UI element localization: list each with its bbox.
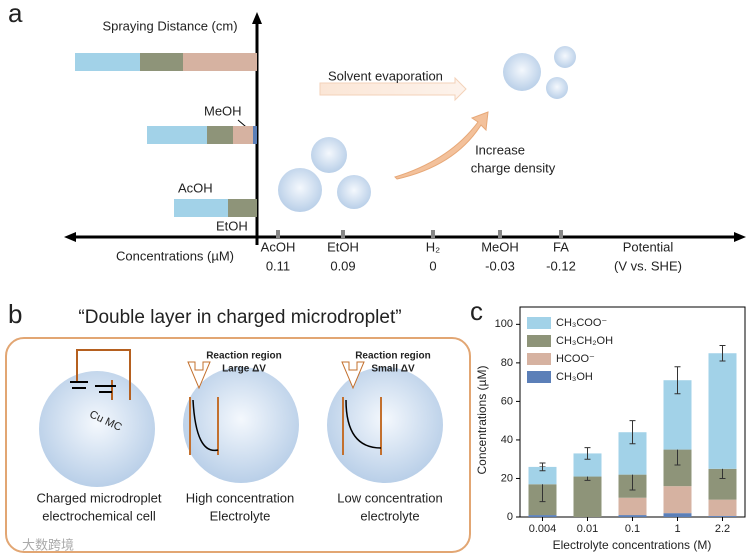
- arrow-head: [252, 12, 262, 24]
- bar-segment: [618, 515, 647, 517]
- increase-arrow: [394, 111, 489, 180]
- legend-swatch: [527, 317, 551, 329]
- bar-segment: [183, 53, 257, 71]
- error-bar: [629, 420, 636, 445]
- y-tick-label: 0: [507, 511, 513, 523]
- x-tick-label: 0: [429, 258, 436, 273]
- y-tick-label: 60: [501, 395, 513, 407]
- annotation: charge density: [471, 160, 556, 175]
- bar-segment: [253, 126, 257, 144]
- bar-segment: [174, 199, 228, 217]
- y-tick-label: 100: [495, 318, 513, 330]
- bar-segment: [528, 515, 557, 517]
- legend-swatch: [527, 335, 551, 347]
- legend-swatch: [527, 371, 551, 383]
- error-bar: [539, 462, 546, 472]
- axis-tick: [559, 230, 563, 238]
- bar-segment: [573, 476, 602, 517]
- bar-segment: [528, 466, 557, 485]
- error-bar: [719, 345, 726, 362]
- panel-title: “Double layer in charged microdroplet”: [78, 307, 401, 328]
- x-tick-label: H₂: [426, 239, 440, 254]
- bar-segment: [618, 497, 647, 516]
- x-tick-label: 0.01: [577, 523, 598, 535]
- label: Reaction region: [206, 351, 282, 362]
- axis-tick: [498, 230, 502, 238]
- droplets: [278, 46, 576, 212]
- caption: electrolyte: [360, 508, 419, 523]
- axis-title: Concentrations (µM): [475, 366, 489, 475]
- axis-tick: [276, 230, 280, 238]
- x-tick-label: -0.12: [546, 258, 576, 273]
- x-tick-label: -0.03: [485, 258, 515, 273]
- y-tick-label: 40: [501, 434, 513, 446]
- bar-segment: [663, 486, 692, 514]
- legend-label: CH₃OH: [556, 371, 593, 383]
- axis-tick: [341, 230, 345, 238]
- x-tick-label: EtOH: [327, 239, 359, 254]
- caption: Electrolyte: [210, 508, 271, 523]
- annotation: MeOH: [204, 103, 242, 118]
- watermark: 大数跨境: [22, 537, 74, 552]
- axis-title: Spraying Distance (cm): [102, 18, 237, 33]
- axis-title: Electrolyte concentrations (M): [553, 538, 712, 552]
- axis-title: Potential: [623, 239, 674, 254]
- bar-segment: [228, 199, 257, 217]
- bar-segment: [573, 453, 602, 477]
- y-tick-label: 80: [501, 357, 513, 369]
- bar-segment: [147, 126, 207, 144]
- annotation: Increase: [475, 142, 525, 157]
- y-tick-label: 20: [501, 472, 513, 484]
- caption: Charged microdroplet: [36, 490, 161, 505]
- x-tick-label: 0.1: [625, 523, 640, 535]
- bar-segment: [663, 513, 692, 517]
- caption: High concentration: [186, 490, 294, 505]
- annotation: EtOH: [216, 218, 248, 233]
- annotation: AcOH: [178, 180, 213, 195]
- label: Small ΔV: [371, 364, 415, 375]
- caption: electrochemical cell: [42, 508, 156, 523]
- axis-tick: [431, 230, 435, 238]
- panel-label: c: [470, 296, 483, 326]
- droplet-diagrams: [39, 349, 443, 487]
- bar-segment: [708, 353, 737, 469]
- axis-title: Concentrations (µM): [116, 248, 234, 263]
- bar-segment: [140, 53, 183, 71]
- bar-segment: [207, 126, 233, 144]
- error-bar: [674, 366, 681, 395]
- bar-segment: [708, 516, 737, 517]
- label: Large ΔV: [222, 364, 266, 375]
- annotation: Solvent evaporation: [328, 68, 443, 83]
- x-tick-label: MeOH: [481, 239, 519, 254]
- x-tick-label: 0.09: [330, 258, 355, 273]
- x-tick-label: 0.11: [266, 258, 290, 273]
- error-bar: [584, 447, 591, 460]
- bar-segment: [233, 126, 253, 144]
- legend-label: HCOO⁻: [556, 353, 595, 365]
- x-tick-label: FA: [553, 239, 569, 254]
- x-tick-label: 0.004: [529, 523, 557, 535]
- legend-label: CH₃CH₂OH: [556, 335, 613, 347]
- arrow-head: [734, 232, 746, 242]
- panel-label: a: [8, 0, 23, 28]
- bar-segment: [708, 499, 737, 517]
- label: Reaction region: [355, 351, 431, 362]
- x-tick-label: 1: [674, 523, 680, 535]
- evaporation-arrow: [319, 76, 467, 102]
- axis-title: (V vs. SHE): [614, 258, 682, 273]
- caption: Low concentration: [337, 490, 443, 505]
- legend-label: CH₃COO⁻: [556, 317, 607, 329]
- x-tick-label: AcOH: [261, 239, 296, 254]
- bar-segment: [75, 53, 140, 71]
- arrow-head: [64, 232, 76, 242]
- x-tick-label: 2.2: [715, 523, 730, 535]
- legend-swatch: [527, 353, 551, 365]
- panel-label: b: [8, 299, 22, 329]
